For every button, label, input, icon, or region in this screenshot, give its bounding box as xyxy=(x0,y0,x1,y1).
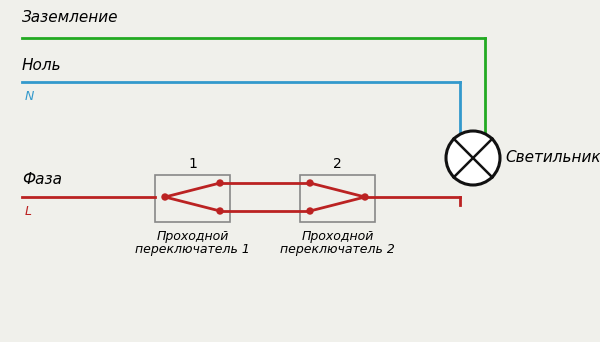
Circle shape xyxy=(307,208,313,214)
Text: Светильник: Светильник xyxy=(505,150,600,166)
Circle shape xyxy=(446,131,500,185)
Circle shape xyxy=(162,194,168,200)
Circle shape xyxy=(217,180,223,186)
Circle shape xyxy=(217,208,223,214)
Circle shape xyxy=(362,194,368,200)
Text: 1: 1 xyxy=(188,157,197,171)
Text: L: L xyxy=(25,205,32,218)
Text: Проходной: Проходной xyxy=(157,230,229,243)
Text: N: N xyxy=(25,90,34,103)
Text: переключатель 1: переключатель 1 xyxy=(135,243,250,256)
Circle shape xyxy=(307,180,313,186)
Text: Заземление: Заземление xyxy=(22,10,119,25)
Bar xyxy=(155,175,230,222)
Text: переключатель 2: переключатель 2 xyxy=(280,243,395,256)
Text: Фаза: Фаза xyxy=(22,172,62,187)
Text: Проходной: Проходной xyxy=(301,230,374,243)
Bar xyxy=(300,175,375,222)
Text: Ноль: Ноль xyxy=(22,58,62,73)
Text: 2: 2 xyxy=(333,157,342,171)
